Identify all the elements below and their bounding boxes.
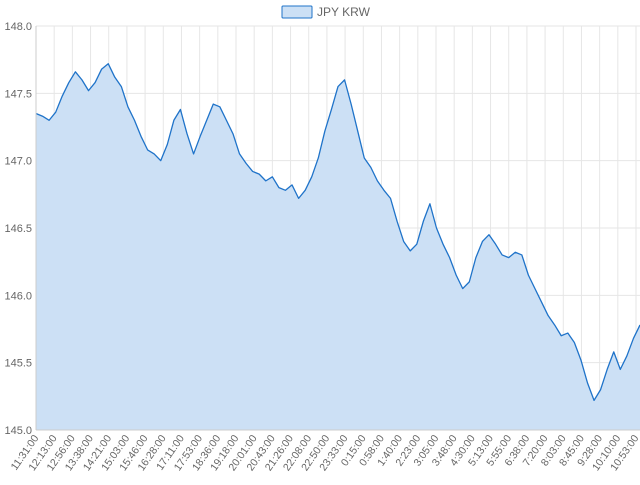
- series-area-jpy-krw: [36, 63, 640, 431]
- y-tick-label: 145.5: [4, 358, 32, 370]
- plot-area: [35, 63, 640, 431]
- y-tick-label: 145.0: [4, 425, 32, 437]
- y-tick-label: 146.0: [4, 290, 32, 302]
- y-tick-label: 147.5: [4, 88, 32, 100]
- y-tick-label: 148.0: [4, 21, 32, 33]
- legend[interactable]: JPY KRW: [281, 5, 371, 19]
- series-line-jpy-krw[interactable]: [35, 63, 640, 402]
- legend-label: JPY KRW: [317, 5, 371, 19]
- y-tick-label: 146.5: [4, 223, 32, 235]
- legend-swatch: [281, 5, 313, 19]
- y-tick-label: 147.0: [4, 156, 32, 168]
